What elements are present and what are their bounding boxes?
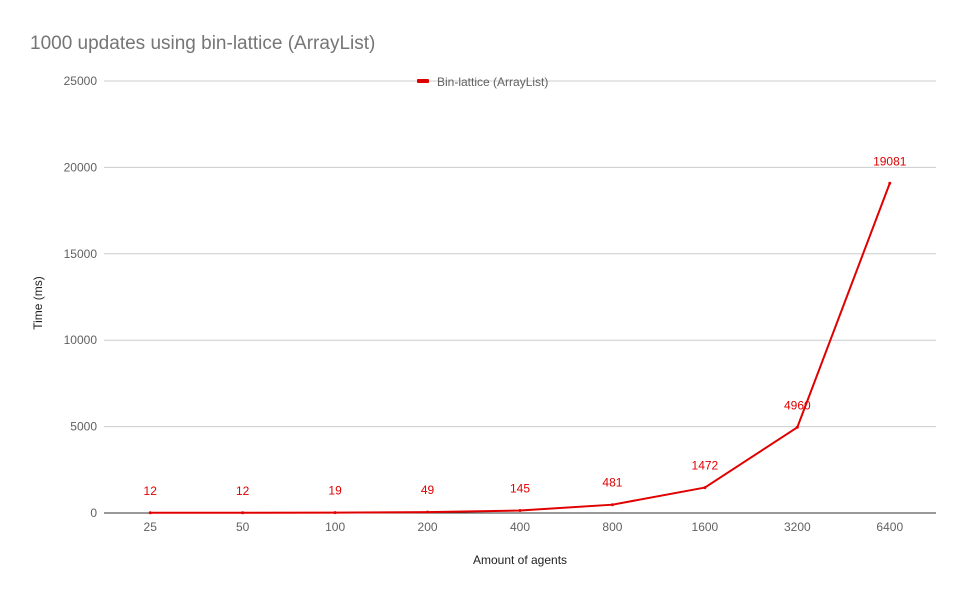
x-tick-label: 3200	[784, 520, 811, 534]
y-tick-label: 25000	[64, 74, 98, 88]
x-tick-label: 25	[144, 520, 158, 534]
legend-swatch	[417, 79, 429, 83]
data-point	[333, 511, 337, 515]
data-label: 1472	[692, 459, 719, 473]
data-point	[241, 511, 245, 515]
data-point	[795, 425, 799, 429]
data-label: 19	[328, 484, 342, 498]
x-tick-label: 400	[510, 520, 530, 534]
y-tick-label: 15000	[64, 247, 98, 261]
data-label: 49	[421, 483, 435, 497]
gridlines	[104, 80, 936, 514]
x-tick-label: 50	[236, 520, 250, 534]
data-point	[426, 510, 430, 514]
data-label: 4960	[784, 398, 811, 412]
data-point	[703, 486, 707, 490]
data-labels: 12 12 19 49 145 481 1472 4960 19081	[144, 154, 907, 498]
y-axis-ticks: 0 5000 10000 15000 20000 25000	[64, 74, 98, 520]
data-point	[610, 503, 614, 507]
series-line	[150, 182, 891, 514]
x-axis-title: Amount of agents	[473, 553, 567, 567]
x-axis-ticks: 25 50 100 200 400 800 1600 3200 6400	[144, 520, 904, 534]
y-axis-title: Time (ms)	[31, 276, 45, 330]
data-label: 12	[236, 484, 250, 498]
data-label: 19081	[873, 154, 907, 168]
y-tick-label: 0	[90, 506, 97, 520]
data-point	[518, 508, 522, 512]
data-label: 481	[602, 476, 622, 490]
y-tick-label: 10000	[64, 333, 98, 347]
chart-title: 1000 updates using bin-lattice (ArrayLis…	[30, 33, 375, 54]
data-point	[888, 181, 892, 185]
legend: Bin-lattice (ArrayList)	[417, 75, 548, 89]
y-tick-label: 20000	[64, 160, 98, 174]
x-tick-label: 800	[602, 520, 622, 534]
data-label: 145	[510, 481, 530, 495]
x-tick-label: 1600	[692, 520, 719, 534]
data-point	[148, 511, 152, 515]
x-tick-label: 200	[418, 520, 438, 534]
x-tick-label: 100	[325, 520, 345, 534]
data-label: 12	[144, 484, 158, 498]
x-tick-label: 6400	[876, 520, 903, 534]
series-layer	[148, 181, 892, 515]
y-tick-label: 5000	[70, 420, 97, 434]
legend-label: Bin-lattice (ArrayList)	[437, 75, 548, 89]
